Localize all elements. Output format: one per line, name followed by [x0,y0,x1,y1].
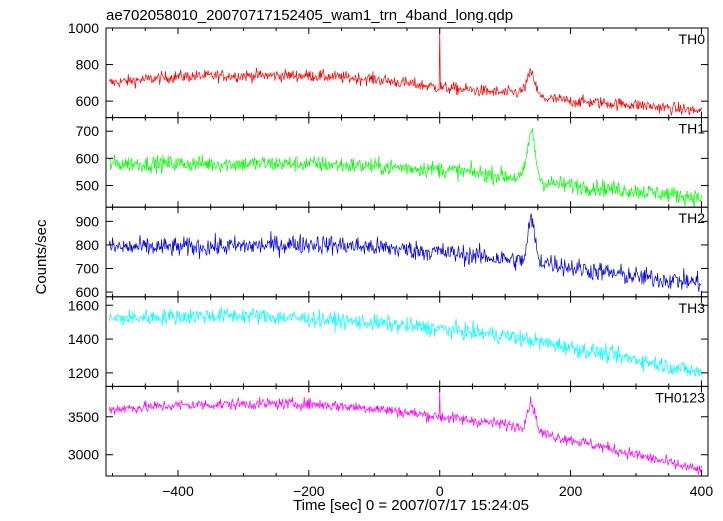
y-tick-label: 1400 [68,331,99,347]
x-axis-label: Time [sec] 0 = 2007/07/17 15:24:05 [293,497,529,514]
y-tick-label: 1200 [68,365,99,381]
y-tick-label: 600 [76,150,100,166]
y-tick-label: 800 [76,57,100,73]
y-tick-label: 700 [76,123,100,139]
panel-label: TH2 [679,210,706,226]
panel-th1: 500 600 700 TH1 [76,117,709,208]
y-axis-label: Counts/sec [33,219,50,295]
series-th0123 [108,391,702,475]
y-tick-label: 700 [76,261,100,277]
panel-frame [105,296,709,387]
panel-th3: 1200 1400 1600 TH3 [68,296,709,387]
series-th2 [108,213,702,292]
y-tick-label: 3500 [68,409,99,425]
chart-title: ae702058010_20070717152405_wam1_trn_4ban… [106,7,513,24]
panel-frame [105,117,709,208]
y-tick-label: 600 [76,284,100,300]
y-tick-label: 3000 [68,447,99,463]
panel-th0123: 3000 3500 TH0123 [68,385,709,477]
x-tick-label: −400 [162,483,194,499]
x-tick-label: 200 [559,483,583,499]
panel-label: TH0123 [655,389,705,405]
series-th0 [108,28,702,116]
y-tick-label: 600 [76,93,100,109]
panel-th0: 600 800 1000 TH0 [68,20,709,119]
panel-label: TH0 [679,31,706,47]
panel-label: TH1 [679,121,706,137]
y-tick-label: 1600 [68,297,99,313]
y-tick-label: 1000 [68,20,99,36]
y-tick-label: 800 [76,237,100,253]
y-tick-label: 900 [76,213,100,229]
panel-label: TH3 [679,300,706,316]
x-tick-label: 400 [690,483,714,499]
x-tick-label: −200 [293,483,325,499]
x-tick-label: 0 [436,483,444,499]
series-th3 [108,306,702,378]
panel-frame [105,385,709,477]
y-tick-label: 500 [76,177,100,193]
panel-th2: 600 700 800 900 TH2 [76,206,709,300]
series-th1 [108,128,702,208]
